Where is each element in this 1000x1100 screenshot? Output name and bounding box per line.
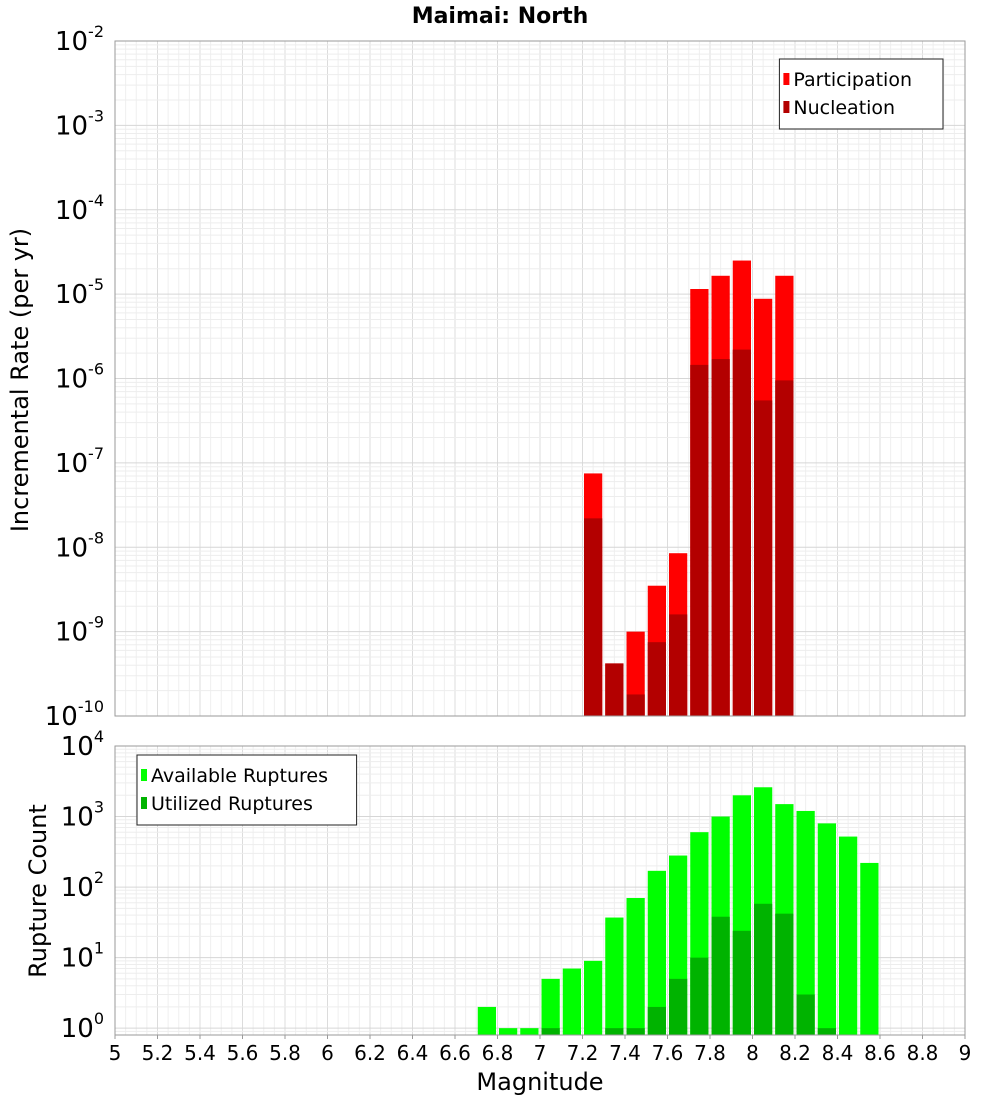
y-tick-label: 10-4	[55, 191, 104, 226]
bar	[626, 1028, 645, 1035]
bar	[732, 349, 751, 716]
bar	[584, 960, 603, 1035]
chart-title: Maimai: North	[412, 4, 589, 29]
top-ylabel: Incremental Rate (per yr)	[6, 228, 34, 532]
x-tick-label: 7.4	[609, 1041, 641, 1065]
legend: Participation Nucleation	[778, 58, 944, 130]
legend-swatch	[141, 797, 147, 809]
x-tick-label: 5	[109, 1041, 122, 1065]
bar	[860, 862, 879, 1035]
y-tick-label: 10-3	[55, 106, 104, 141]
legend-label: Nucleation	[793, 97, 895, 119]
x-tick-label: 6.4	[397, 1041, 429, 1065]
bar	[499, 1028, 518, 1035]
legend-swatch	[783, 73, 790, 85]
bar	[669, 614, 688, 716]
x-tick-label: 8.2	[779, 1041, 811, 1065]
x-tick-label: 7.8	[694, 1041, 726, 1065]
series-utilized-ruptures	[541, 903, 836, 1035]
x-tick-label: 7.2	[567, 1041, 599, 1065]
y-tick-label: 101	[61, 939, 104, 974]
x-tick-label: 8.8	[907, 1041, 939, 1065]
bar	[605, 917, 624, 1035]
bar	[626, 898, 645, 1035]
x-tick-label: 5.8	[269, 1041, 301, 1065]
bar	[477, 1006, 496, 1035]
bar	[647, 642, 666, 716]
bar	[817, 823, 836, 1035]
panel-bottom: 100 101 102 103 104 5 5.2 5.4 5.6 5.8 6 6.2 6.4 6.6 6.…	[61, 727, 972, 1065]
bar	[690, 957, 709, 1035]
series-nucleation	[584, 349, 794, 716]
bar	[839, 836, 858, 1035]
y-tick-label: 10-9	[55, 613, 104, 648]
bar	[754, 903, 773, 1035]
legend-label: Available Ruptures	[151, 765, 328, 787]
bar	[754, 400, 773, 716]
x-tick-label: 5.4	[184, 1041, 216, 1065]
bar	[562, 968, 581, 1035]
bar	[669, 978, 688, 1035]
x-tick-label: 8.6	[864, 1041, 896, 1065]
bar	[541, 1028, 560, 1035]
x-tick-label: 8	[746, 1041, 759, 1065]
bottom-ylabel: Rupture Count	[24, 804, 52, 978]
x-tick-label: 5.2	[142, 1041, 174, 1065]
y-tick-label: 10-7	[55, 444, 104, 479]
x-tick-label: 6	[321, 1041, 334, 1065]
y-tick-label: 10-2	[55, 22, 104, 57]
plot-border	[114, 40, 966, 717]
y-tick-label: 10-8	[55, 528, 104, 563]
legend: Available Ruptures Utilized Ruptures	[136, 754, 358, 826]
legend-swatch	[141, 769, 147, 781]
bar	[796, 810, 815, 1035]
bar	[817, 1028, 836, 1035]
y-tick-label: 10-10	[45, 697, 104, 732]
grid-lines	[114, 40, 966, 717]
legend-label: Participation	[793, 69, 912, 91]
x-tick-label: 6.8	[482, 1041, 514, 1065]
bar	[647, 1006, 666, 1035]
legend-box	[136, 754, 358, 826]
bar	[711, 916, 730, 1035]
bar	[605, 663, 624, 716]
x-tick-label: 8.4	[822, 1041, 854, 1065]
x-tick-label: 7.6	[652, 1041, 684, 1065]
legend-box	[778, 58, 944, 130]
x-tick-label: 6.6	[439, 1041, 471, 1065]
y-tick-label: 104	[61, 727, 104, 762]
legend-label: Utilized Ruptures	[151, 793, 313, 815]
y-tick-label: 10-5	[55, 275, 104, 310]
legend-swatch	[783, 101, 790, 113]
bar	[775, 913, 794, 1035]
bar	[775, 380, 794, 716]
y-tick-label: 100	[61, 1009, 104, 1044]
bar	[584, 518, 603, 716]
bar	[541, 978, 560, 1035]
panel-top: 10-10 10-9 10-8 10-7 10-6 10-5 10-4 10-3 10-2 Par…	[45, 22, 966, 732]
bar	[605, 1028, 624, 1035]
x-tick-label: 5.6	[227, 1041, 259, 1065]
bar	[647, 870, 666, 1035]
bar	[626, 694, 645, 716]
y-tick-label: 103	[61, 798, 104, 833]
bar	[690, 364, 709, 716]
x-axis-label: Magnitude	[476, 1068, 603, 1096]
bar	[520, 1028, 539, 1035]
bar	[732, 930, 751, 1035]
x-tick-label: 9	[959, 1041, 972, 1065]
y-tick-label: 102	[61, 868, 104, 903]
bar	[711, 359, 730, 716]
bar	[796, 994, 815, 1035]
x-tick-label: 7	[534, 1041, 547, 1065]
y-tick-label: 10-6	[55, 360, 104, 395]
x-tick-label: 6.2	[354, 1041, 386, 1065]
